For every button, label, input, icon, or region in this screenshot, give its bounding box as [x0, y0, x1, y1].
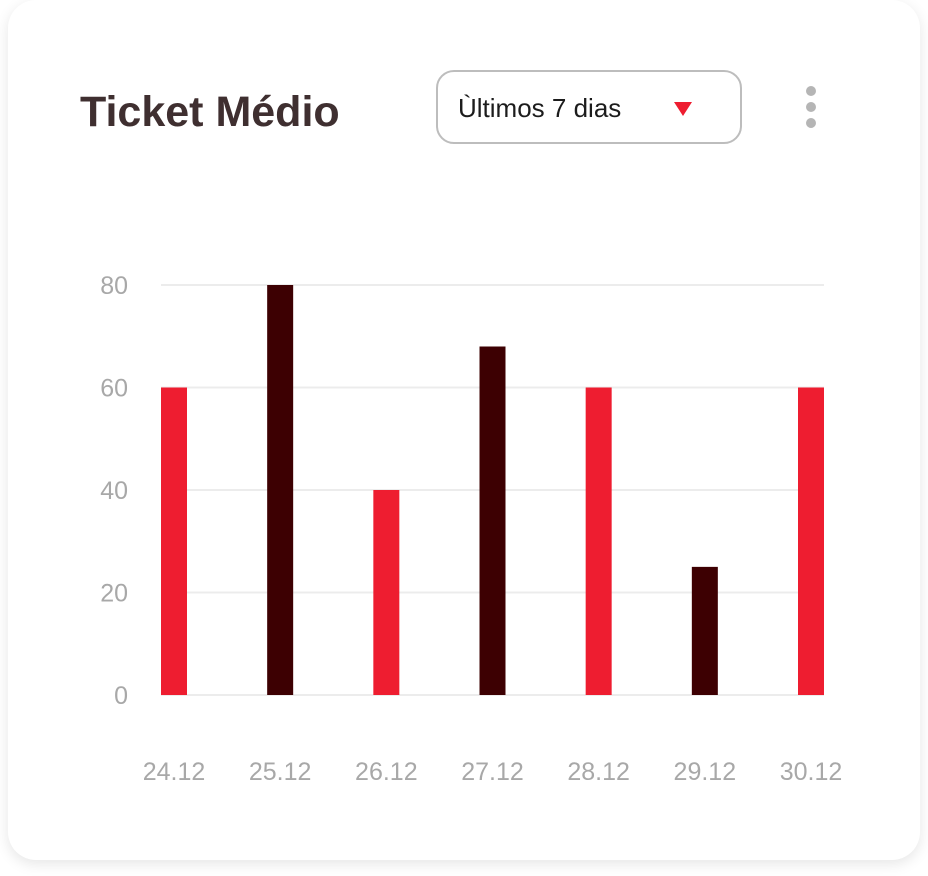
- y-tick-label: 60: [100, 375, 128, 403]
- x-tick-label: 26.12: [355, 758, 418, 786]
- x-tick-label: 25.12: [249, 758, 312, 786]
- more-dot: [806, 118, 816, 128]
- bar-24.12[interactable]: [161, 387, 187, 696]
- x-tick-label: 30.12: [780, 758, 843, 786]
- y-tick-label: 80: [100, 272, 128, 300]
- y-axis-ticks: 0 20 40 60 80: [100, 272, 128, 710]
- period-dropdown-value: Ùltimos 7 dias: [458, 93, 622, 123]
- period-dropdown[interactable]: Ùltimos 7 dias: [436, 70, 742, 144]
- card-title: Ticket Médio: [80, 88, 340, 136]
- x-tick-label: 27.12: [461, 758, 524, 786]
- bar-25.12[interactable]: [267, 285, 294, 695]
- y-tick-label: 40: [100, 477, 128, 505]
- y-tick-label: 20: [100, 580, 128, 608]
- bar-27.12[interactable]: [479, 346, 506, 696]
- more-dot: [806, 102, 816, 112]
- x-tick-label: 28.12: [567, 758, 630, 786]
- bars: [161, 285, 824, 695]
- bar-28.12[interactable]: [585, 387, 612, 696]
- bar-29.12[interactable]: [691, 566, 718, 695]
- x-tick-label: 29.12: [674, 758, 737, 786]
- x-axis-ticks: 24.12 25.12 26.12 27.12 28.12 29.12 30.12: [143, 758, 843, 786]
- x-tick-label: 24.12: [143, 758, 206, 786]
- bar-30.12[interactable]: [798, 387, 824, 696]
- ticket-medio-card: Ticket Médio Ùltimos 7 dias: [8, 0, 920, 860]
- more-vertical-icon[interactable]: [796, 82, 826, 132]
- y-tick-label: 0: [114, 682, 128, 710]
- bar-26.12[interactable]: [373, 490, 400, 695]
- more-dot: [806, 86, 816, 96]
- triangle-down-icon: [674, 102, 692, 116]
